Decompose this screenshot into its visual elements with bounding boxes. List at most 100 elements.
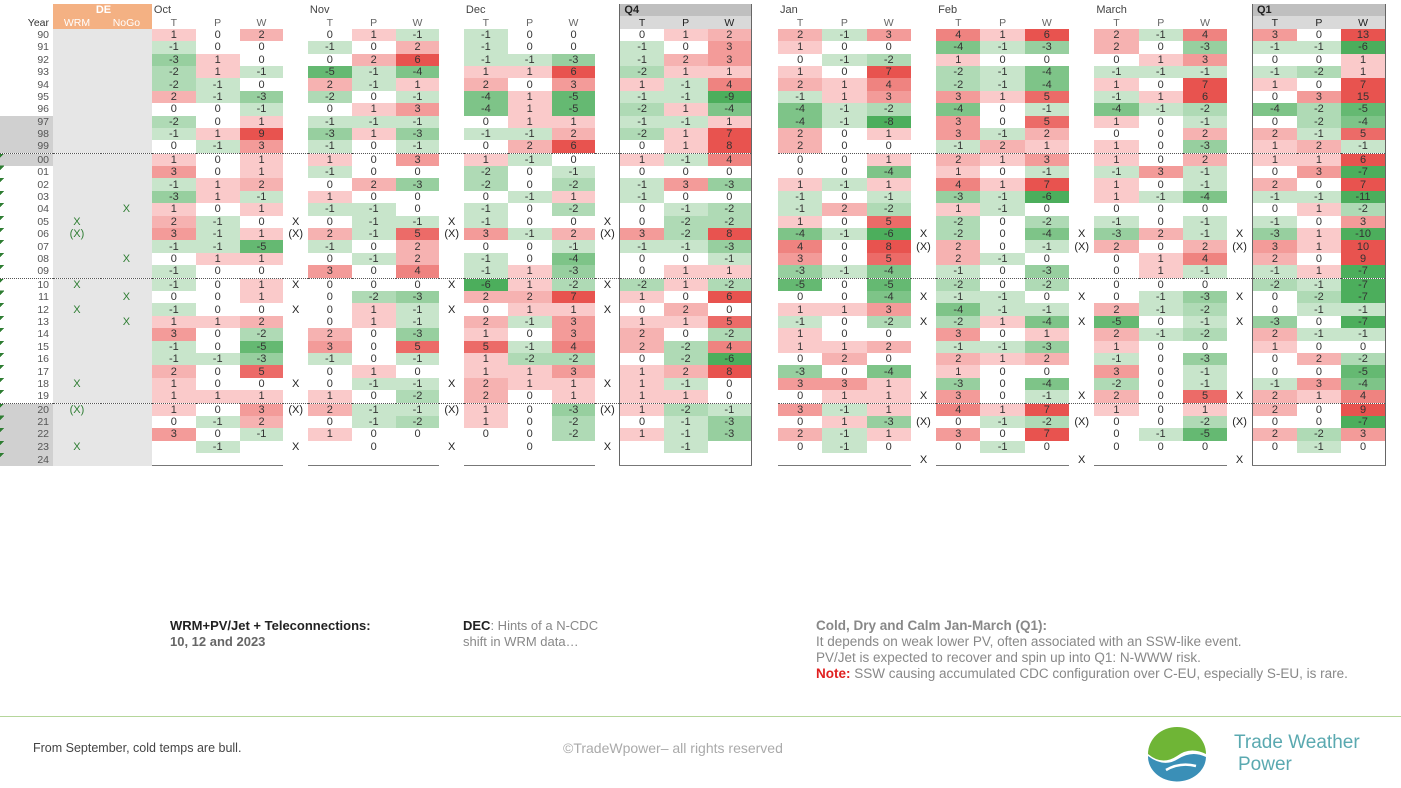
- value-cell: -1: [307, 115, 352, 128]
- value-cell: 3: [936, 428, 981, 441]
- value-cell: 0: [980, 166, 1025, 179]
- value-cell: -4: [1341, 115, 1387, 128]
- table-row: 4 0 8 (X) 2 0 -1 (X) 2 0 2 (X) 3 1 10: [778, 240, 1387, 253]
- value-cell: 6: [395, 53, 440, 66]
- spacer: [439, 4, 463, 16]
- table-row: 24: [0, 453, 752, 467]
- value-cell: 1: [822, 78, 867, 91]
- marker-cell: [439, 191, 463, 203]
- value-cell: -3: [778, 265, 823, 279]
- wrm-flag: X: [53, 278, 101, 291]
- value-cell: 1: [1296, 390, 1342, 404]
- sub-header-p: P: [526, 16, 534, 29]
- value-cell: -4: [936, 103, 981, 116]
- value-cell: 1: [707, 115, 752, 128]
- value-cell: 2: [1182, 127, 1228, 141]
- value-cell: 6: [1182, 90, 1228, 104]
- sub-header-w: W: [883, 16, 894, 29]
- marker-cell: [1069, 140, 1095, 154]
- value-cell: 3: [307, 265, 352, 279]
- value-cell: -2: [936, 65, 981, 79]
- wrm-flag: [53, 240, 101, 253]
- brand-line2: Power: [1238, 754, 1292, 775]
- value-cell: 7: [1341, 178, 1387, 191]
- value-cell: -1: [1094, 65, 1139, 79]
- wrm-flag: [53, 53, 101, 66]
- value-cell: 0: [1182, 278, 1228, 291]
- marker-cell: X: [603, 440, 612, 453]
- value-cell: 3: [778, 403, 823, 416]
- value-cell: 0: [822, 278, 867, 291]
- marker-cell: X: [448, 278, 456, 291]
- table-row: 01 3 0 1 -1 0 0 -2 0 -1 0 0 0: [0, 166, 752, 179]
- value-cell: 4: [936, 403, 981, 416]
- value-cell: 2: [151, 215, 196, 229]
- value-cell: 0: [351, 240, 396, 253]
- wrm-flag: (X): [53, 228, 101, 241]
- marker-cell: [910, 140, 937, 154]
- value-cell: -1: [463, 28, 508, 42]
- value-cell: 1: [778, 215, 823, 229]
- value-cell: 0: [507, 390, 552, 404]
- marker-cell: [1227, 353, 1252, 365]
- value-cell: -1: [1182, 166, 1228, 179]
- value-cell: 3: [936, 127, 981, 141]
- value-cell: 1: [551, 377, 596, 391]
- marker-cell: X: [448, 440, 456, 453]
- value-cell: -1: [936, 290, 981, 304]
- value-cell: 2: [778, 78, 823, 91]
- value-cell: 0: [1296, 365, 1342, 378]
- value-cell: -1: [151, 278, 196, 291]
- value-cell: 0: [936, 415, 981, 429]
- value-cell: 2: [1094, 303, 1139, 316]
- value-cell: 0: [822, 166, 867, 179]
- wrm-flag: X: [53, 377, 101, 391]
- value-cell: 0: [619, 352, 664, 366]
- spacer: [1227, 16, 1252, 28]
- marker-cell: [1069, 303, 1094, 315]
- value-cell: -1: [936, 340, 981, 353]
- value-cell: -1: [307, 352, 352, 366]
- value-cell: 3: [239, 403, 284, 416]
- marker-cell: [283, 240, 307, 252]
- value-cell: -1: [463, 127, 508, 141]
- value-cell: 0: [778, 153, 823, 167]
- value-cell: -2: [551, 428, 596, 441]
- value-cell: [1138, 453, 1183, 467]
- value-cell: -2: [707, 278, 752, 291]
- marker-cell: [911, 353, 936, 365]
- marker-cell: [911, 78, 936, 90]
- value-cell: 0: [351, 428, 396, 441]
- wrm-note: WRM+PV/Jet + Teleconnections: 10, 12 and…: [170, 618, 440, 650]
- nogo-flag: [100, 352, 152, 366]
- marker-cell: [439, 365, 463, 377]
- value-cell: -1: [663, 203, 708, 216]
- value-cell: 2: [151, 90, 196, 104]
- value-cell: 0: [866, 41, 911, 54]
- value-cell: 1: [239, 228, 284, 241]
- value-cell: 3: [151, 228, 196, 241]
- marker-cell: (X): [600, 228, 615, 241]
- value-cell: 1: [1341, 53, 1387, 66]
- value-cell: 0: [1251, 415, 1297, 429]
- value-cell: -1: [778, 203, 823, 216]
- value-cell: -4: [707, 103, 752, 116]
- marker-cell: [595, 265, 620, 279]
- value-cell: -1: [507, 153, 552, 167]
- table-row: 0 -1 0 0 -1 0 0 0 0 0 -1 0: [778, 440, 1387, 454]
- value-cell: 0: [822, 365, 867, 378]
- value-cell: -1: [151, 265, 196, 279]
- brand-name: Trade Weather Power: [1234, 732, 1360, 776]
- value-cell: 1: [1138, 265, 1183, 279]
- table-row: -4 -1 -8 3 0 5 1 0 -1 0 -2 -4: [778, 115, 1387, 128]
- year-cell: 00: [0, 153, 54, 167]
- value-cell: -1: [151, 127, 196, 141]
- marker-cell: [1227, 191, 1252, 203]
- marker-cell: [595, 253, 619, 265]
- marker-cell: [439, 316, 463, 328]
- value-cell: 3: [1296, 377, 1342, 391]
- table-row: 93 -2 1 -1 -5 -1 -4 1 1 6 -2 1 1: [0, 65, 752, 79]
- marker-cell: [283, 291, 307, 303]
- value-cell: 0: [463, 240, 508, 253]
- marker-cell: [1069, 328, 1094, 340]
